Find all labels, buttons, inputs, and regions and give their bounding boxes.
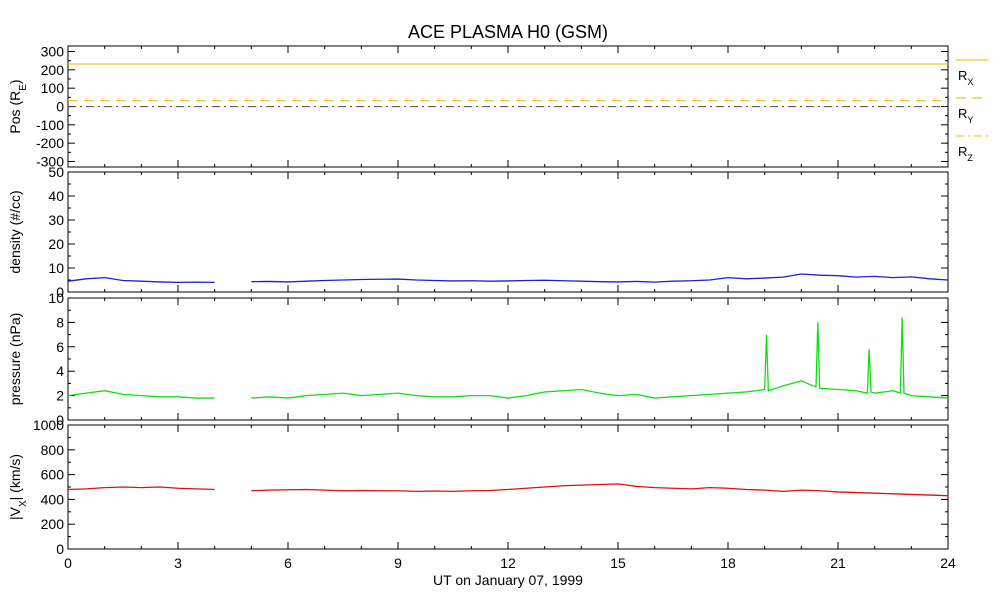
- series-line: [251, 317, 948, 399]
- series-line: [68, 390, 215, 399]
- chart-title: ACE PLASMA H0 (GSM): [408, 22, 608, 42]
- x-tick-label: 24: [940, 555, 956, 571]
- panel-pressure: 10 8 6 4 2 0 pressure (nPa): [7, 290, 949, 428]
- y-tick-label: 1000: [33, 417, 64, 433]
- y-axis-label-end: | (km/s): [7, 454, 23, 500]
- legend-label-main: R: [958, 68, 967, 83]
- y-tick-label: 40: [48, 188, 64, 204]
- x-axis-label: UT on January 07, 1999: [433, 572, 583, 588]
- y-axis-label: pressure (nPa): [7, 313, 23, 406]
- y-axis-label-main: |V: [7, 506, 23, 520]
- x-tick-label: 21: [830, 555, 846, 571]
- series-line: [68, 276, 215, 284]
- y-axis-label-end: ): [7, 79, 23, 84]
- legend-label-sub: Y: [967, 115, 973, 125]
- y-tick-label: -300: [36, 154, 64, 170]
- panel-frame: [67, 297, 949, 421]
- y-tick-label: 50: [48, 164, 64, 180]
- y-tick-label: 20: [48, 236, 64, 252]
- legend-label-main: R: [958, 144, 967, 159]
- y-tick-label: -100: [36, 117, 64, 133]
- y-tick-label: 300: [41, 44, 65, 60]
- x-tick-label: 0: [64, 555, 72, 571]
- y-tick-label: 200: [41, 516, 65, 532]
- y-tick-label: 100: [41, 80, 65, 96]
- y-tick-label: 800: [41, 442, 65, 458]
- y-axis-label: |VX| (km/s): [7, 454, 29, 520]
- y-tick-label: 200: [41, 62, 65, 78]
- x-axis: 0 3 6 9 12 15 18 21 24: [64, 555, 956, 571]
- series-line: [251, 273, 948, 283]
- y-tick-label: 0: [56, 99, 64, 115]
- panel-frame: [67, 171, 949, 293]
- y-tick-label: 4: [56, 363, 64, 379]
- y-tick-label: 600: [41, 467, 65, 483]
- y-tick-label: 6: [56, 339, 64, 355]
- y-axis-label: Pos (RE): [7, 79, 29, 133]
- legend-label-sub: X: [967, 77, 973, 87]
- y-axis-label-sub: E: [18, 84, 29, 91]
- x-tick-label: 15: [610, 555, 626, 571]
- y-tick-label: 0: [56, 412, 64, 428]
- x-tick-label: 18: [720, 555, 736, 571]
- y-axis-label-sub: X: [18, 500, 29, 507]
- series-line: [68, 486, 215, 491]
- y-tick-label: 10: [48, 260, 64, 276]
- y-tick-label: 400: [41, 491, 65, 507]
- legend-label: RX: [958, 68, 973, 87]
- y-tick-label: 0: [56, 284, 64, 300]
- legend-label-sub: Z: [967, 153, 973, 163]
- x-tick-label: 3: [174, 555, 182, 571]
- y-axis-label-main: pressure (nPa): [7, 313, 23, 406]
- y-tick-label: -200: [36, 135, 64, 151]
- x-tick-label: 6: [284, 555, 292, 571]
- panel-frame: [67, 424, 949, 550]
- y-tick-label: 10: [48, 290, 64, 306]
- y-tick-label: 8: [56, 314, 64, 330]
- legend-label: RY: [958, 106, 973, 125]
- panel-vx: 1000 800 600 400 200 0 |VX| (km/s): [7, 417, 949, 557]
- panel-density: 50 40 30 20 10 0 density (#/cc): [7, 164, 949, 300]
- y-axis-label-main: density (#/cc): [7, 190, 23, 273]
- x-tick-label: 12: [500, 555, 516, 571]
- y-axis-label: density (#/cc): [7, 190, 23, 273]
- legend-label: RZ: [958, 144, 973, 163]
- y-tick-label: 2: [56, 388, 64, 404]
- y-tick-label: 30: [48, 212, 64, 228]
- series-line: [251, 483, 948, 497]
- y-axis-label-main: Pos (R: [7, 91, 23, 134]
- legend-label-main: R: [958, 106, 967, 121]
- y-tick-label: 0: [56, 541, 64, 557]
- x-tick-label: 9: [394, 555, 402, 571]
